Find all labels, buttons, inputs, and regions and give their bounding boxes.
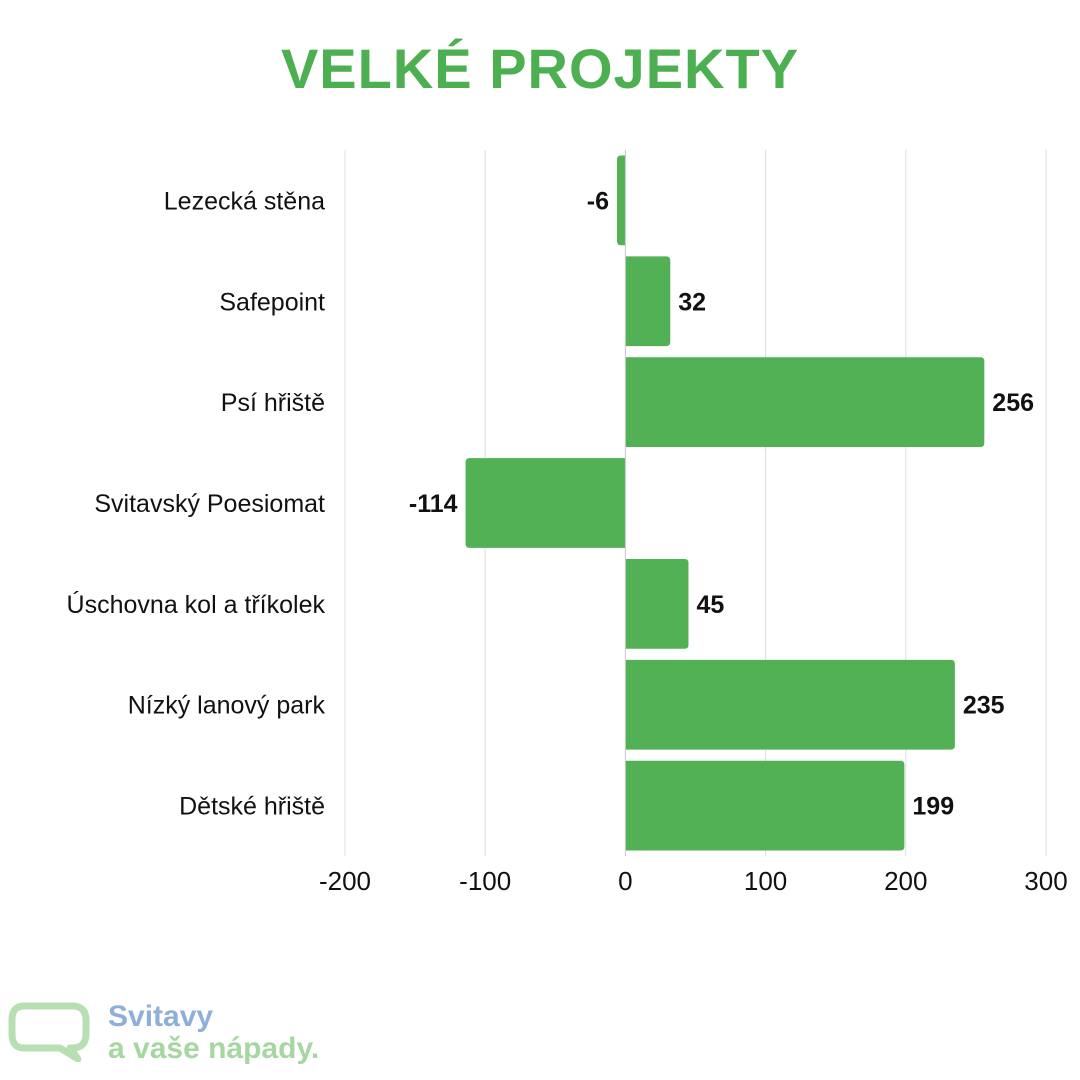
category-label: Safepoint	[219, 288, 325, 316]
speech-bubble-icon	[8, 1002, 90, 1062]
labels: -200 -100 0 100 200 300 Lezecká stěna -6 Safepoi…	[67, 150, 1068, 896]
x-tick-label: -200	[319, 866, 371, 896]
data-label: 256	[992, 389, 1034, 417]
chart-title: VELKÉ PROJEKTY	[280, 37, 800, 100]
x-tick-label: 0	[618, 866, 632, 896]
data-label: -6	[587, 187, 609, 215]
logo-text-line2: a vaše nápady.	[108, 1032, 320, 1065]
data-label: 199	[912, 793, 954, 821]
data-label: 45	[696, 591, 724, 619]
data-label: -114	[409, 490, 458, 518]
bar-chart: -200 -100 0 100 200 300 Lezecká stěna -6 Safepoi…	[67, 150, 1068, 896]
bar	[616, 155, 626, 246]
bar	[625, 357, 985, 448]
bars	[465, 155, 985, 851]
x-tick-label: 300	[1024, 866, 1067, 896]
x-tick-label: 100	[744, 866, 787, 896]
category-label: Úschovna kol a tříkolek	[67, 590, 326, 619]
bar	[625, 659, 955, 750]
logo: Svitavy a vaše nápady.	[8, 998, 368, 1068]
bar	[465, 458, 626, 548]
category-label: Psí hřiště	[221, 389, 325, 417]
data-label: 235	[963, 692, 1005, 720]
data-label: 32	[678, 288, 706, 316]
category-label: Lezecká stěna	[164, 187, 325, 215]
bar	[625, 760, 905, 851]
bar	[625, 558, 689, 649]
category-label: Nízký lanový park	[128, 692, 326, 720]
x-tick-label: -100	[459, 866, 511, 896]
x-tick-label: 200	[884, 866, 927, 896]
logo-text-line1: Svitavy	[108, 1000, 214, 1033]
category-label: Svitavský Poesiomat	[94, 490, 325, 518]
bar	[625, 256, 671, 347]
category-label: Dětské hřiště	[179, 793, 325, 821]
